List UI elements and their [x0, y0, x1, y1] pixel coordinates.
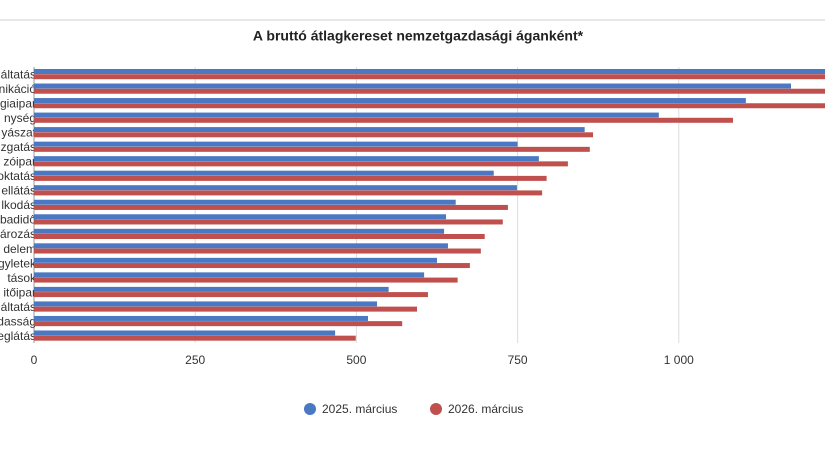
bar [34, 69, 825, 74]
bar [34, 330, 336, 336]
y-tick-label: eglátás [0, 329, 36, 343]
legend-marker [304, 403, 316, 415]
bar [34, 185, 517, 191]
y-tick-label: ellátás [1, 184, 36, 198]
legend-marker [430, 403, 442, 415]
bar [34, 263, 470, 269]
bar [34, 321, 403, 327]
bar [34, 219, 503, 225]
x-tick-label: 0 [31, 353, 38, 367]
y-tick-label: zgatás [1, 140, 36, 154]
bar [34, 286, 389, 292]
bar [34, 117, 733, 123]
bar [34, 161, 568, 167]
bar [34, 156, 539, 162]
bar [34, 170, 494, 176]
bar [34, 204, 508, 210]
y-tick-label: itőipar [3, 285, 36, 299]
y-tick-label: lkodás [1, 198, 36, 212]
bar [34, 292, 428, 298]
bar [34, 306, 418, 312]
y-tick-label: badidő [0, 213, 36, 227]
y-tick-label: delem [3, 242, 36, 256]
bar [34, 190, 543, 196]
y-tick-label: ározás [0, 227, 36, 241]
bar [34, 233, 485, 239]
legend-label: 2025. március [322, 402, 397, 416]
bar [34, 335, 356, 341]
chart-title: A bruttó átlagkereset nemzetgazdasági ág… [253, 28, 584, 44]
y-tick-label: dasság [0, 314, 36, 328]
bar [34, 199, 456, 205]
y-tick-label: áltatás [1, 300, 36, 314]
legend-label: 2026. március [448, 402, 523, 416]
y-tick-label: oktatás [0, 169, 36, 183]
bar [34, 277, 458, 283]
bar [34, 243, 448, 249]
bar [34, 98, 746, 104]
bar [34, 83, 791, 89]
x-tick-label: 750 [508, 353, 528, 367]
y-tick-label: áltatás [1, 67, 36, 81]
bar [34, 74, 825, 80]
bar [34, 146, 590, 152]
bar [34, 257, 437, 263]
bar [34, 141, 518, 147]
bar [34, 228, 445, 234]
bar [34, 214, 447, 220]
y-tick-label: zóipar [3, 155, 36, 169]
bar [34, 301, 378, 307]
bar [34, 112, 659, 118]
y-tick-label: giaipar [0, 96, 36, 110]
x-tick-label: 500 [346, 353, 366, 367]
bar [34, 175, 547, 181]
y-tick-label: nikáció [0, 82, 36, 96]
x-tick-label: 1 000 [664, 353, 694, 367]
bar [34, 272, 425, 278]
y-tick-label: nység [4, 111, 36, 125]
bar [34, 248, 481, 254]
bar [34, 132, 594, 138]
bar [34, 315, 369, 321]
x-tick-label: 250 [185, 353, 205, 367]
y-tick-label: yászat [1, 126, 36, 140]
bar [34, 127, 585, 133]
bar [34, 88, 825, 94]
y-tick-label: tások [7, 271, 37, 285]
y-tick-label: gyletek [0, 256, 37, 270]
bar [34, 103, 825, 109]
